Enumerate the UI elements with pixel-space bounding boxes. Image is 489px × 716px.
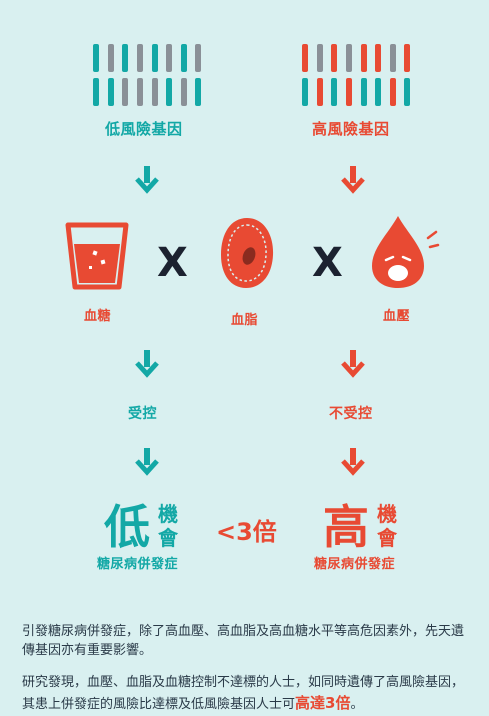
blood-drop-icon: [372, 216, 440, 288]
chance-character-bottom: 會: [377, 526, 397, 550]
arrow-down-icon: [135, 166, 159, 194]
gene-bar: [345, 44, 352, 72]
blood-lipid-label: 血脂: [231, 313, 259, 328]
gene-bar: [404, 44, 411, 72]
gene-bar: [195, 44, 202, 72]
uncontrolled-label: 不受控: [329, 406, 373, 422]
arrow-down-icon: [341, 166, 365, 194]
comparison-label: <3倍: [216, 518, 277, 546]
gene-bar: [136, 78, 143, 106]
high-risk-gene-label: 高風險基因: [312, 120, 390, 138]
gene-bar: [195, 78, 202, 106]
finding-end: 。: [350, 696, 364, 712]
gene-bar: [375, 44, 382, 72]
gene-bar: [345, 78, 352, 106]
high-chance-character: 高: [323, 500, 369, 554]
gene-bar: [180, 78, 187, 106]
chance-character-top: 機: [158, 502, 178, 526]
arrow-down-icon: [341, 448, 365, 476]
gene-bar: [93, 78, 99, 106]
gene-bar: [122, 78, 129, 106]
chance-character-top: 機: [377, 502, 397, 526]
gene-bar: [180, 44, 187, 72]
gene-bar: [360, 78, 367, 106]
highlight-three-times: 高達3倍: [295, 693, 351, 712]
finding-text: 研究發現，血壓、血脂及血糖控制不達標的人士，如同時遺傳了高風險基因，其患上併發症…: [22, 675, 465, 712]
blood-cell-icon: [221, 218, 274, 288]
gene-bar: [151, 44, 158, 72]
chance-character-bottom: 會: [158, 526, 178, 550]
cup-icon: [65, 222, 129, 290]
gene-bar: [389, 78, 396, 106]
low-risk-gene-label: 低風險基因: [105, 120, 183, 138]
blood-pressure-label: 血壓: [383, 309, 411, 324]
gene-bar: [316, 78, 323, 106]
gene-bar: [331, 44, 338, 72]
gene-bar: [316, 44, 323, 72]
gene-bar: [93, 44, 99, 72]
high-complication-caption: 糖尿病併發症: [314, 557, 396, 572]
arrow-down-icon: [135, 350, 159, 378]
controlled-label: 受控: [128, 406, 157, 422]
gene-bar: [166, 78, 173, 106]
gene-bar: [404, 78, 411, 106]
gene-bar: [107, 78, 114, 106]
arrow-down-icon: [341, 350, 365, 378]
blood-sugar-label: 血糖: [84, 309, 112, 324]
gene-bar: [107, 44, 114, 72]
times-sign: X: [157, 240, 188, 286]
gene-bar: [166, 44, 173, 72]
gene-bar: [375, 78, 382, 106]
gene-bar: [360, 44, 367, 72]
gene-bar: [136, 44, 143, 72]
intro-paragraph: 引發糖尿病併發症，除了高血壓、高血脂及高血糖水平等高危因素外，先天遺傳基因亦有重…: [22, 624, 465, 658]
gene-bar: [302, 78, 308, 106]
low-risk-gene-bars: [93, 44, 203, 106]
gene-bar: [331, 78, 338, 106]
gene-bar: [151, 78, 158, 106]
gene-bar: [122, 44, 129, 72]
gene-bar: [302, 44, 308, 72]
times-sign: X: [312, 240, 343, 286]
high-risk-gene-bars: [302, 44, 412, 106]
low-complication-caption: 糖尿病併發症: [97, 557, 179, 572]
finding-paragraph: 研究發現，血壓、血脂及血糖控制不達標的人士，如同時遺傳了高風險基因，其患上併發症…: [22, 674, 472, 715]
gene-bar: [389, 44, 396, 72]
low-chance-character: 低: [104, 500, 150, 554]
arrow-down-icon: [135, 448, 159, 476]
